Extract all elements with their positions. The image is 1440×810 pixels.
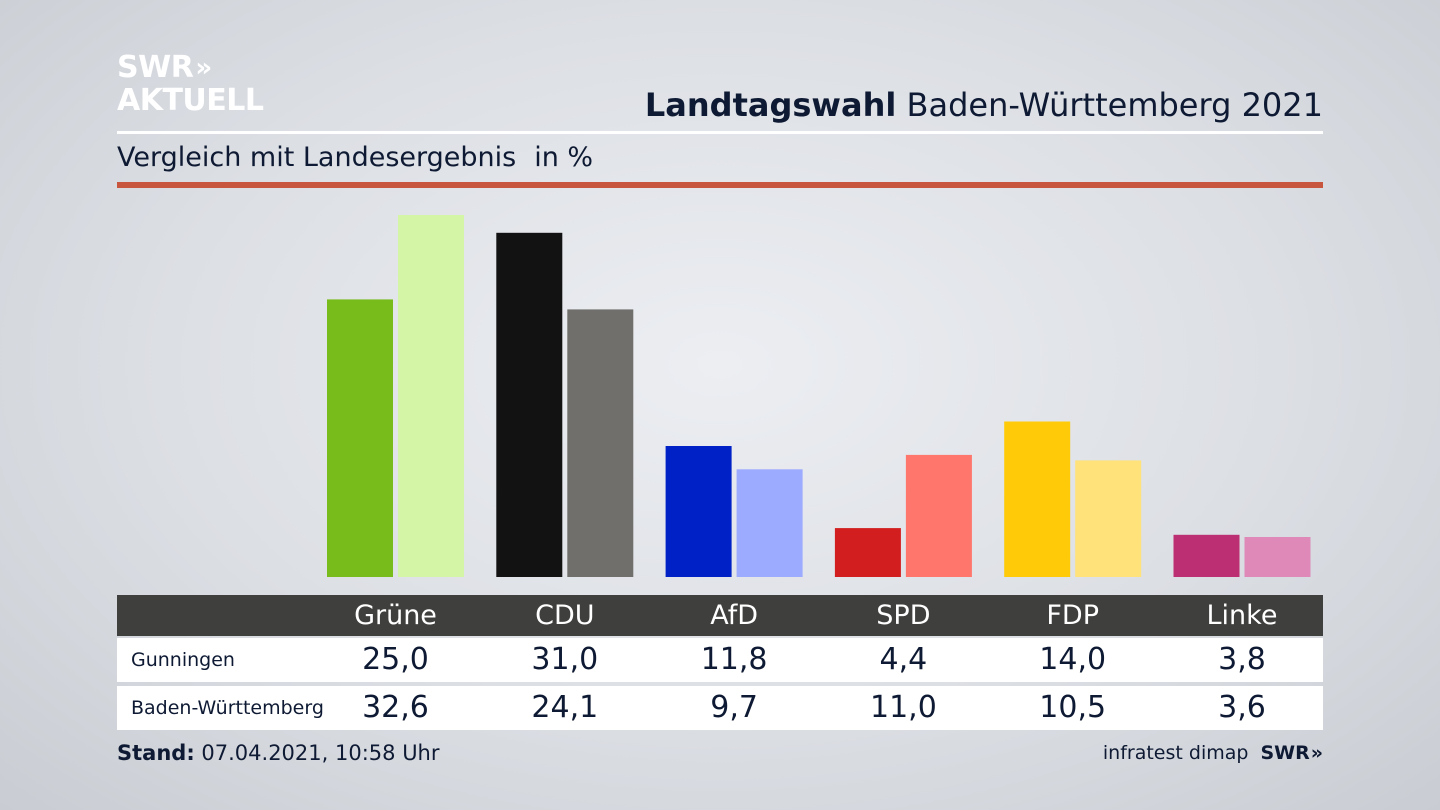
party-label-cdu: CDU <box>535 600 595 631</box>
party-label-afd: AfD <box>710 600 758 631</box>
bar-fdp-baden-wuerttemberg <box>1075 460 1142 577</box>
source-text: infratest dimap <box>1102 742 1249 764</box>
value-cell-afd: 9,7 <box>710 690 758 725</box>
bar-spd-baden-wuerttemberg <box>905 454 972 577</box>
value-cell-fdp: 10,5 <box>1039 690 1107 725</box>
bar-gruene-baden-wuerttemberg <box>398 215 464 577</box>
value-cell-spd: 4,4 <box>879 642 928 677</box>
footer-swr-logo: SWR <box>1260 742 1310 764</box>
value-cell-cdu: 31,0 <box>531 642 599 677</box>
footer-chevron-icon: » <box>1310 742 1323 764</box>
source-credit: infratest dimap SWR » <box>1103 742 1323 764</box>
row-label-gunningen: Gunningen <box>131 649 235 671</box>
chart-title: Landtagswahl Baden-Württemberg 2021 <box>645 86 1323 124</box>
value-cell-cdu: 24,1 <box>531 690 599 725</box>
timestamp: Stand: 07.04.2021, 10:58 Uhr <box>117 741 440 765</box>
value-cell-spd: 11,0 <box>869 690 937 725</box>
accent-divider <box>117 182 1323 188</box>
party-label-gruene: Grüne <box>354 600 437 631</box>
unit-label: in % <box>534 142 594 173</box>
party-header-band: Grüne CDU AfD SPD FDP Linke <box>117 595 1323 636</box>
bar-linke-baden-wuerttemberg <box>1244 537 1311 577</box>
logo-text-swr: SWR <box>117 50 194 85</box>
row-label-baden-wuerttemberg: Baden-Württemberg <box>131 697 324 719</box>
value-cell-linke: 3,6 <box>1218 690 1266 725</box>
bar-fdp-gunningen <box>1004 421 1071 577</box>
bar-gruene-gunningen <box>327 299 393 577</box>
party-label-fdp: FDP <box>1046 600 1099 631</box>
table-row: Gunningen 25,0 31,0 11,8 4,4 14,0 3,8 <box>117 638 1323 682</box>
chart-subtitle: Vergleich mit Landesergebnis in % <box>117 142 593 173</box>
value-cell-afd: 11,8 <box>700 642 768 677</box>
bar-cdu-baden-wuerttemberg <box>567 309 634 577</box>
subtitle-text: Vergleich mit Landesergebnis <box>117 142 517 173</box>
party-label-spd: SPD <box>876 600 931 631</box>
bar-afd-baden-wuerttemberg <box>736 469 803 577</box>
party-label-linke: Linke <box>1206 600 1278 631</box>
value-cell-linke: 3,8 <box>1218 642 1266 677</box>
table-row: Baden-Württemberg 32,6 24,1 9,7 11,0 10,5 3,6 <box>117 686 1323 730</box>
stand-value: 07.04.2021, 10:58 Uhr <box>201 741 440 765</box>
value-cell-fdp: 14,0 <box>1039 642 1107 677</box>
bar-cdu-gunningen <box>496 232 563 578</box>
stand-label: Stand: <box>117 741 195 765</box>
title-divider <box>117 131 1323 134</box>
bar-linke-gunningen <box>1173 534 1240 577</box>
value-cell-gruene: 32,6 <box>362 690 429 725</box>
logo-text-aktuell: AKTUELL <box>117 83 264 118</box>
bar-afd-gunningen <box>665 446 732 577</box>
value-cell-gruene: 25,0 <box>362 642 429 677</box>
chart-title-bold: Landtagswahl <box>644 86 897 124</box>
bar-spd-gunningen <box>834 528 901 577</box>
swr-aktuell-logo: SWR» AKTUELL <box>117 52 264 118</box>
chart-title-rest: Baden-Württemberg 2021 <box>906 86 1324 124</box>
